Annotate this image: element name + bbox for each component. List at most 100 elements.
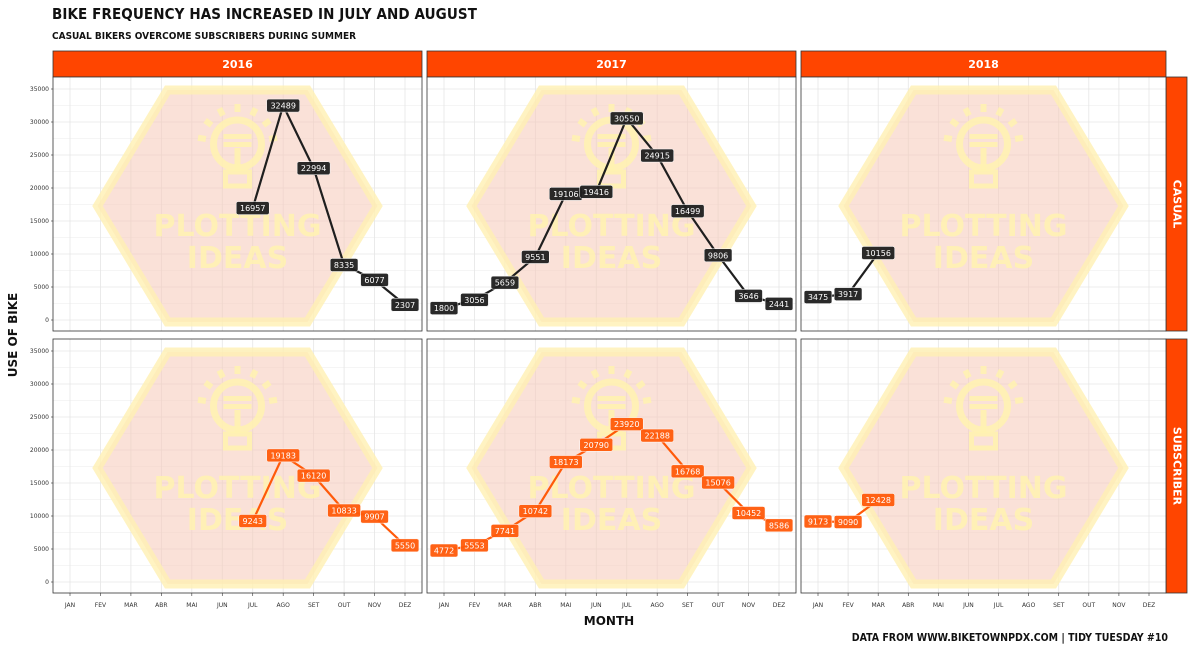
bulb-stem	[980, 148, 987, 170]
data-label-box	[521, 250, 550, 264]
watermark-text-2: IDEAS	[561, 241, 662, 276]
bulb-filament	[223, 142, 252, 147]
data-label: 9243	[243, 517, 263, 526]
panel-border	[52, 338, 423, 594]
data-label: 9173	[808, 517, 828, 526]
data-label: 19183	[270, 451, 295, 460]
data-label-box	[329, 258, 359, 272]
data-label: 9551	[525, 253, 545, 262]
y-axis-title: USE OF BIKE	[6, 293, 20, 377]
watermark-text-2: IDEAS	[187, 241, 288, 276]
bulb-ray	[943, 396, 953, 404]
data-label-box	[703, 248, 733, 263]
data-label: 2441	[769, 300, 789, 309]
facet-strip-2017	[426, 50, 797, 78]
y-tick-label: 20000	[30, 447, 49, 454]
data-label-box	[670, 204, 705, 218]
x-tick-label: SET	[682, 602, 694, 609]
watermark-hexagon	[92, 347, 383, 589]
watermark-text-2: IDEAS	[187, 503, 288, 538]
x-tick-label: JUL	[621, 602, 632, 609]
bulb-base	[969, 169, 998, 189]
data-label: 5553	[464, 541, 484, 550]
bulb-ray	[261, 380, 272, 390]
watermark-text-1: PLOTTING	[899, 209, 1067, 244]
data-label: 4772	[434, 547, 454, 556]
data-label-box	[764, 297, 794, 311]
panel-border	[52, 76, 423, 332]
x-tick-label: AGO	[1022, 602, 1036, 609]
bulb-filament	[597, 404, 626, 409]
data-label-box	[266, 448, 300, 463]
x-tick-label: OUT	[338, 602, 351, 609]
x-tick-label: MAR	[498, 602, 511, 609]
data-label: 3646	[738, 292, 758, 301]
bulb-ray	[1007, 118, 1018, 128]
x-tick-label: FEV	[95, 602, 107, 609]
bulb-ray	[577, 380, 588, 390]
bulb-stem	[234, 410, 241, 432]
x-tick-label: ABR	[529, 602, 541, 609]
data-label: 9907	[364, 513, 384, 522]
bulb-ray	[261, 118, 272, 128]
watermark-text-2: IDEAS	[561, 503, 662, 538]
x-tick-label: ABR	[155, 602, 167, 609]
data-label-box	[734, 289, 763, 303]
data-label-box	[609, 111, 644, 126]
bulb-filament	[597, 396, 626, 401]
y-tick-label: 10000	[30, 251, 49, 258]
data-label: 16957	[240, 204, 265, 213]
y-tick-label: 35000	[30, 86, 49, 93]
data-label-box	[238, 514, 267, 528]
bulb-base	[223, 169, 252, 189]
data-label-box	[731, 506, 766, 520]
facet-row-label: SUBSCRIBER	[1171, 427, 1184, 506]
series-2018-subscriber: 9173 9090 12428	[803, 493, 895, 529]
x-tick-label: SET	[308, 602, 320, 609]
data-label-box	[803, 514, 833, 529]
data-label: 19416	[584, 188, 609, 197]
x-tick-label: JAN	[812, 602, 823, 609]
data-label: 7741	[495, 527, 515, 536]
bulb-base	[969, 431, 998, 451]
bulb-ray	[216, 106, 226, 117]
bulb-base	[223, 431, 252, 451]
bulb-ray	[590, 106, 600, 117]
facet-strip-2016	[52, 50, 423, 78]
y-tick-label: 10000	[30, 513, 49, 520]
bulb-ray	[590, 368, 600, 379]
data-label-box	[518, 504, 553, 518]
x-tick-label: AGO	[650, 602, 664, 609]
data-label: 1800	[434, 304, 454, 313]
watermark-hexagon	[838, 85, 1129, 327]
data-label-box	[390, 298, 420, 312]
series-2018-casual: 3475 3917 10156	[803, 246, 895, 304]
watermark-text-1: PLOTTING	[899, 471, 1067, 506]
data-label-box	[861, 246, 895, 260]
data-label-box	[549, 455, 583, 469]
watermark-text-2: IDEAS	[933, 503, 1034, 538]
bulb-filament	[223, 404, 252, 409]
panel-border	[800, 76, 1167, 332]
data-label: 8586	[769, 521, 789, 530]
chart-subtitle: CASUAL BIKERS OVERCOME SUBSCRIBERS DURIN…	[52, 31, 357, 42]
data-label-box	[360, 509, 389, 524]
data-label: 16120	[301, 472, 326, 481]
data-label: 9090	[838, 518, 858, 527]
data-label: 16768	[675, 467, 700, 476]
bulb-filament	[223, 396, 252, 401]
data-label-box	[640, 428, 674, 443]
data-label-box	[390, 538, 420, 553]
series-2016-subscriber: 9243 19183 16120 10833 9907 5550	[238, 448, 420, 553]
y-tick-label: 25000	[30, 414, 49, 421]
bulb-stem	[234, 148, 241, 170]
bulb-ray	[642, 396, 652, 404]
x-tick-label: MAI	[933, 602, 944, 609]
x-tick-label: FEV	[469, 602, 481, 609]
data-label-box	[327, 503, 361, 518]
data-label: 2307	[395, 301, 415, 310]
data-label: 9806	[708, 251, 728, 260]
